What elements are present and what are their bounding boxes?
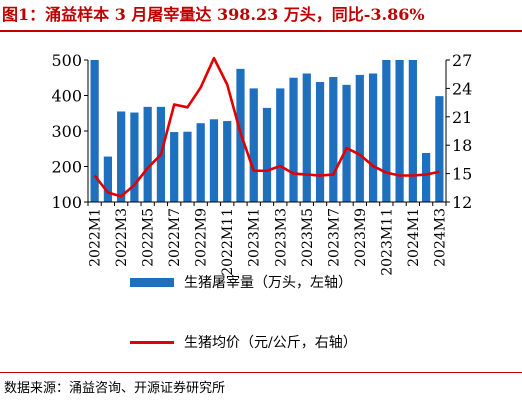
legend-swatch-bar <box>130 277 174 287</box>
right-tick-label-24: 24 <box>452 79 472 98</box>
right-tick-label-15: 15 <box>452 165 472 184</box>
x-tick-label-2023M7: 2023M7 <box>326 208 342 267</box>
bar-2023M11 <box>382 60 391 202</box>
x-tick-label-2022M9: 2022M9 <box>194 208 210 267</box>
x-tick-label-2023M11: 2023M11 <box>379 208 395 276</box>
x-tick-label-2023M9: 2023M9 <box>353 208 369 267</box>
bar-2023M4 <box>289 77 298 202</box>
right-tick-label-12: 12 <box>452 193 472 212</box>
title-divider <box>0 30 522 32</box>
bar-2023M2 <box>262 107 272 202</box>
source-note: 数据来源：涌益咨询、开源证券研究所 <box>4 381 226 396</box>
bar-2023M5 <box>302 73 311 202</box>
legend-item-line: 生猪均价（元/公斤，右轴） <box>130 330 460 354</box>
legend-item-bar: 生猪屠宰量（万头，左轴） <box>130 270 460 294</box>
chart-canvas: 100 200 300 400 500 12 15 18 21 24 27 2022M1 2022M3 2… <box>51 51 472 276</box>
left-tick-label-400: 400 <box>51 87 82 106</box>
bar-2022M1 <box>90 60 99 202</box>
bar-2022M3 <box>117 111 126 202</box>
x-tick-label-2023M5: 2023M5 <box>300 208 316 267</box>
left-tick-label-200: 200 <box>51 158 82 177</box>
legend-label-line: 生猪均价（元/公斤，右轴） <box>184 335 357 351</box>
bar-2022M4 <box>130 112 139 202</box>
legend-label-bar: 生猪屠宰量（万头，左轴） <box>184 275 352 291</box>
bar-2024M3 <box>435 96 444 202</box>
x-tick-label-2024M3: 2024M3 <box>432 208 448 267</box>
x-tick-label-2022M1: 2022M1 <box>88 208 104 267</box>
x-tick-label-2022M7: 2022M7 <box>167 208 183 267</box>
source-divider <box>0 372 522 373</box>
bar-2023M7 <box>329 77 338 202</box>
bar-2023M1 <box>249 88 258 202</box>
bar-2022M7 <box>170 132 179 202</box>
bar-2022M2 <box>103 156 112 202</box>
left-tick-label-100: 100 <box>51 193 82 212</box>
x-tick-label-2024M1: 2024M1 <box>406 208 422 267</box>
bar-2022M11 <box>223 121 232 202</box>
x-tick-label-2023M1: 2023M1 <box>247 208 263 267</box>
bar-2023M10 <box>368 73 378 202</box>
bar-2023M12 <box>395 60 404 202</box>
legend-swatch-line <box>130 340 174 344</box>
bar-2023M8 <box>342 84 351 202</box>
right-tick-label-18: 18 <box>452 136 472 155</box>
price-line <box>93 56 440 198</box>
bar-2022M8 <box>183 131 192 202</box>
bar-2023M3 <box>276 88 285 202</box>
left-tick-label-300: 300 <box>51 122 82 141</box>
right-tick-label-27: 27 <box>452 51 472 70</box>
left-tick-label-500: 500 <box>51 51 82 70</box>
bar-2024M2 <box>422 153 431 202</box>
bar-2022M9 <box>196 123 205 202</box>
bar-2023M9 <box>355 74 364 202</box>
x-tick-label-2022M3: 2022M3 <box>114 208 130 267</box>
bar-2023M6 <box>315 82 325 202</box>
right-tick-label-21: 21 <box>452 108 472 127</box>
bar-2024M1 <box>408 60 417 202</box>
x-tick-label-2023M3: 2023M3 <box>273 208 289 267</box>
x-tick-label-2022M5: 2022M5 <box>141 208 157 267</box>
bar-2022M10 <box>209 119 219 202</box>
figure-title: 图1：涌益样本 3 月屠宰量达 398.23 万头，同比-3.86% <box>2 5 425 24</box>
x-tick-label-2022M11: 2022M11 <box>220 208 236 276</box>
bar-2022M5 <box>143 106 152 202</box>
